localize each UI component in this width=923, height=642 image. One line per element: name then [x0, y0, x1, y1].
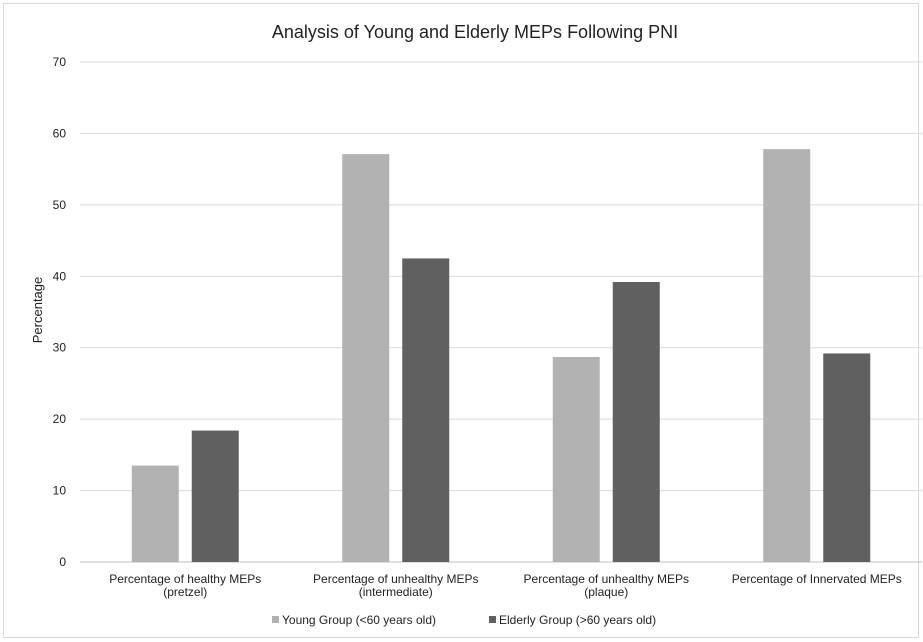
y-tick-label: 20	[53, 412, 67, 426]
y-tick-label: 60	[53, 126, 67, 140]
bar	[823, 353, 871, 562]
y-tick-label: 30	[53, 341, 67, 355]
legend-swatch	[272, 616, 279, 623]
y-tick-label: 0	[59, 555, 66, 569]
bars	[131, 149, 871, 562]
x-axis-categories: Percentage of healthy MEPs(pretzel) Perce…	[109, 572, 902, 599]
x-category-label: (plaque)	[584, 585, 628, 599]
legend: Young Group (<60 years old) Elderly Group…	[272, 613, 656, 627]
bar	[131, 465, 179, 562]
legend-label: Elderly Group (>60 years old)	[499, 613, 656, 627]
bar	[552, 357, 600, 562]
bar	[402, 258, 450, 562]
y-axis-label: Percentage	[30, 277, 45, 344]
bar	[763, 149, 811, 562]
y-axis-ticks: 0 10 20 30 40 50 60 70	[53, 55, 67, 569]
bar	[342, 154, 390, 562]
x-category-label: (pretzel)	[163, 585, 207, 599]
x-category-label: Percentage of unhealthy MEPs	[313, 572, 478, 586]
chart-title: Analysis of Young and Elderly MEPs Follo…	[272, 22, 678, 42]
legend-label: Young Group (<60 years old)	[282, 613, 436, 627]
y-tick-label: 10	[53, 484, 67, 498]
legend-swatch	[489, 616, 496, 623]
x-category-label: Percentage of unhealthy MEPs	[524, 572, 689, 586]
y-tick-label: 50	[53, 198, 67, 212]
x-category-label: Percentage of Innervated MEPs	[732, 572, 902, 586]
x-category-label: Percentage of healthy MEPs	[109, 572, 261, 586]
bar	[612, 282, 660, 562]
bar	[191, 430, 239, 562]
y-tick-label: 70	[53, 55, 67, 69]
x-category-label: (intermediate)	[359, 585, 433, 599]
y-tick-label: 40	[53, 269, 67, 283]
